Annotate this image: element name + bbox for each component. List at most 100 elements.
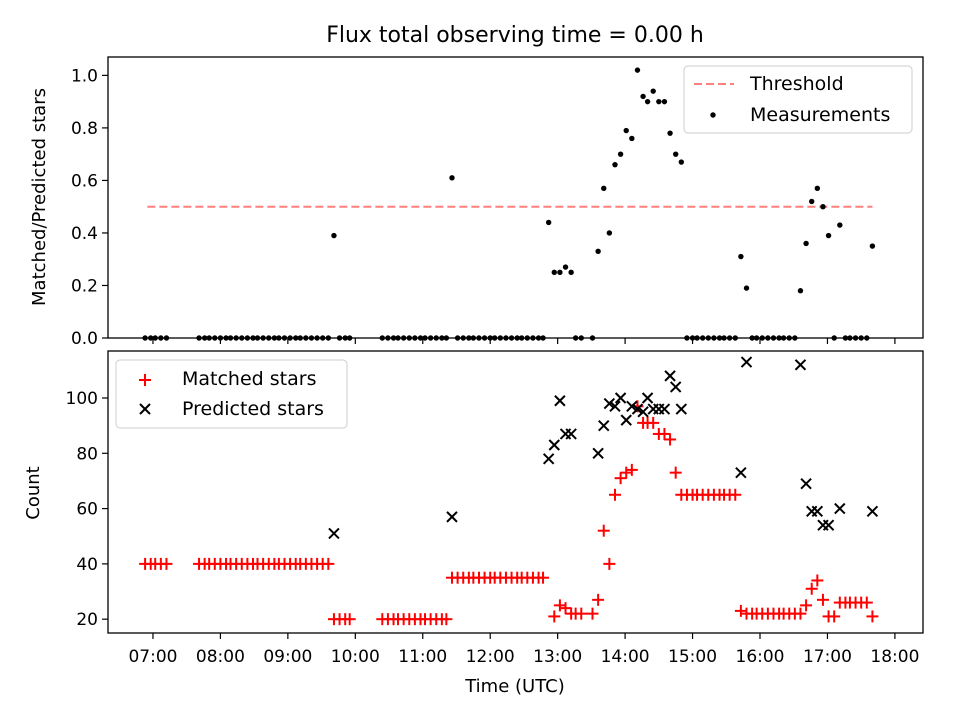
x-tick-label: 14:00: [601, 647, 650, 667]
measurement-point: [803, 240, 809, 247]
x-tick-label: 12:00: [466, 647, 515, 667]
predicted-x-b: [658, 403, 671, 415]
flux-y-axis: 0.0 0.2 0.4 0.6 0.8 1.0: [71, 66, 108, 349]
measurement-point: [743, 285, 750, 291]
measurements-legend-label: Measurements: [750, 104, 890, 126]
measurement-point: [672, 151, 679, 157]
predicted-x-b: [565, 428, 577, 440]
predicted-x-b: [626, 400, 638, 413]
predicted-star-point: [740, 356, 753, 368]
matched-star-point: [816, 593, 829, 606]
count-y-axis-label: Count: [23, 466, 44, 519]
predicted-x-b: [631, 403, 644, 415]
predicted-star-point: [866, 505, 879, 518]
x-tick-label: 08:00: [196, 647, 245, 667]
measurement-point: [568, 269, 574, 276]
measurement-point: [820, 203, 826, 210]
measurement-point: [667, 130, 673, 136]
matched-star-point: [553, 599, 566, 612]
matched-star-point: [794, 607, 807, 620]
predicted-x-b: [866, 505, 879, 518]
flux-legend: Threshold Measurements: [683, 65, 913, 134]
measurement-point: [557, 269, 563, 276]
measurement-point: [738, 253, 744, 260]
measurement-point: [606, 230, 613, 236]
predicted-x-b: [542, 453, 555, 465]
predicted-star-point: [598, 419, 610, 432]
predicted-x-b: [614, 392, 627, 404]
predicted-x-b: [548, 439, 560, 451]
flux-y-tick-label: 0.4: [71, 224, 98, 244]
x-tick-label: 10:00: [331, 647, 380, 667]
predicted-star-point: [603, 397, 616, 410]
measurement-point: [814, 185, 821, 192]
matched-star-point: [603, 557, 616, 570]
count-y-tick-label: 60: [76, 500, 98, 520]
matched-star-point: [828, 610, 841, 623]
count-panel: 20 40 60 80 100 07:00 08:00 09:00 10:00 11:00 12:…: [23, 350, 924, 697]
predicted-star-point: [822, 519, 835, 531]
x-tick-label: 07:00: [128, 647, 177, 667]
matched-legend-label: Matched stars: [182, 368, 316, 390]
predicted-star-point: [637, 406, 649, 418]
count-axes-frame: [107, 350, 924, 634]
x-tick-label: 18:00: [870, 647, 919, 667]
count-legend: Matched stars Predicted stars: [115, 359, 348, 429]
x-axis-label: Time (UTC): [464, 676, 565, 697]
predicted-x-b: [675, 403, 688, 415]
x-tick-label: 15:00: [668, 647, 717, 667]
predicted-star-point: [328, 527, 340, 540]
flux-panel: 0.0 0.2 0.4 0.6 0.8 1.0 Matched/Predicted sta…: [29, 56, 924, 349]
predicted-star-point: [614, 392, 627, 404]
measurement-point: [644, 98, 651, 105]
matched-star-point: [805, 582, 818, 595]
flux-y-tick-label: 0.6: [71, 171, 98, 191]
measurement-point: [595, 248, 601, 255]
count-y-tick-label: 80: [76, 444, 98, 464]
matched-star-point: [614, 472, 627, 485]
flux-y-tick-label: 0.8: [71, 119, 98, 139]
predicted-x-b: [740, 356, 753, 368]
predicted-star-point: [641, 392, 654, 404]
predicted-x-b: [446, 511, 458, 523]
measurement-point: [797, 288, 804, 294]
measurement-point: [661, 98, 668, 105]
predicted-x-b: [328, 527, 340, 540]
matched-star-point: [647, 416, 660, 429]
matched-star-point: [664, 433, 677, 446]
matched-star-point: [669, 466, 682, 479]
measurement-point: [449, 175, 455, 181]
flux-y-tick-label: 0.0: [71, 329, 98, 349]
predicted-star-point: [542, 453, 555, 465]
matched-star-point: [537, 571, 550, 584]
measurement-point: [634, 67, 641, 73]
x-tick-label: 16:00: [736, 647, 785, 667]
measurement-point: [562, 264, 569, 270]
measurement-point: [629, 135, 635, 142]
matched-star-point: [597, 524, 610, 537]
predicted-x-b: [794, 359, 807, 371]
matched-star-point: [658, 427, 671, 440]
predicted-x-b: [800, 477, 812, 490]
matched-star-point: [586, 607, 599, 620]
predicted-x-b: [664, 370, 676, 382]
matched-star-point: [620, 466, 633, 479]
matched-star-point: [800, 599, 813, 612]
flux-legend-frame: [683, 65, 913, 134]
matched-star-point: [866, 610, 879, 623]
flux-y-axis-label: Matched/Predicted stars: [29, 88, 50, 306]
x-tick-label: 13:00: [533, 647, 582, 667]
count-legend-frame: [115, 359, 348, 429]
count-y-tick-label: 20: [76, 610, 98, 630]
predicted-x-b: [554, 395, 566, 407]
matched-star-point: [592, 593, 605, 606]
measurement-point: [331, 232, 337, 239]
measurement-point: [601, 185, 607, 192]
predicted-star-point: [658, 403, 671, 415]
predicted-star-point: [811, 505, 824, 518]
predicted-x-b: [669, 381, 682, 393]
predicted-star-point: [631, 403, 644, 415]
matched-star-point: [734, 604, 747, 617]
matched-star-point: [548, 610, 561, 623]
